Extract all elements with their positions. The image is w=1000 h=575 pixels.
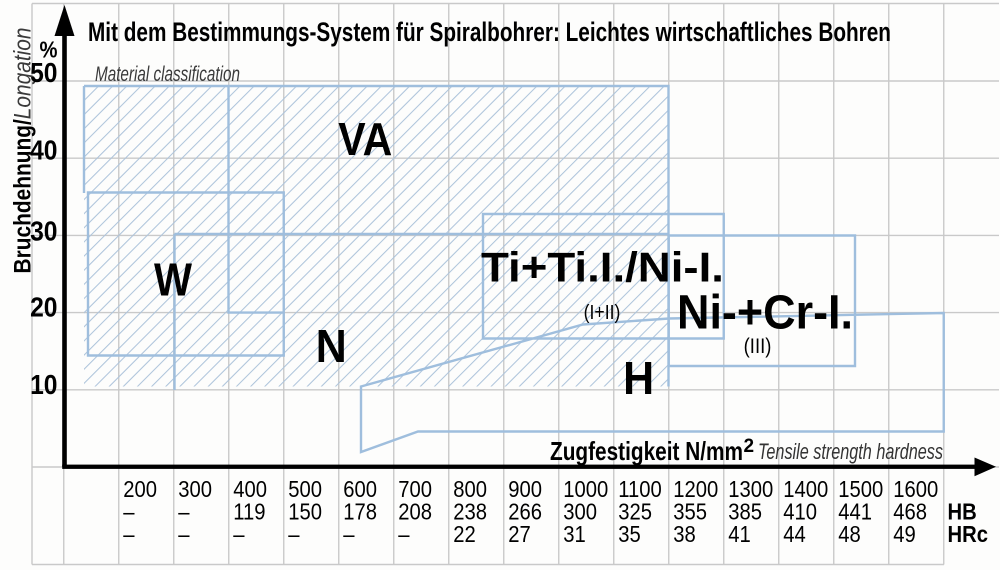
svg-text:500: 500 [288,476,322,503]
svg-text:300: 300 [178,476,212,503]
svg-text:Bruchdehnung/Longation: Bruchdehnung/Longation [10,28,37,274]
svg-text:HB: HB [948,498,977,525]
svg-text:600: 600 [343,476,377,503]
svg-text:700: 700 [398,476,432,503]
svg-text:468: 468 [893,498,927,525]
svg-text:(I+II): (I+II) [584,301,621,323]
svg-text:48: 48 [838,521,861,548]
svg-text:150: 150 [288,498,322,525]
svg-text:1400: 1400 [783,476,828,503]
svg-text:355: 355 [673,498,707,525]
svg-text:325: 325 [618,498,652,525]
svg-text:50: 50 [30,57,57,89]
svg-text:Mit dem Bestimmungs-System für: Mit dem Bestimmungs-System für Spiralboh… [88,17,891,47]
svg-text:W: W [154,254,193,306]
svg-text:(III): (III) [744,335,772,358]
svg-text:Ni-+Cr-I.: Ni-+Cr-I. [677,287,853,340]
svg-text:%: % [40,36,58,63]
svg-text:VA: VA [338,113,392,165]
svg-text:300: 300 [563,498,597,525]
svg-text:441: 441 [838,498,872,525]
svg-text:1000: 1000 [563,476,608,503]
svg-text:–: – [398,521,410,548]
svg-text:30: 30 [30,215,57,247]
svg-text:27: 27 [508,521,531,548]
svg-text:–: – [288,521,300,548]
svg-text:HRc: HRc [948,521,988,548]
svg-text:266: 266 [508,498,542,525]
svg-text:1100: 1100 [618,476,662,503]
svg-text:31: 31 [563,521,586,548]
svg-text:Tensile strength hardness: Tensile strength hardness [758,439,943,464]
svg-text:38: 38 [673,521,696,548]
svg-text:385: 385 [728,498,762,525]
svg-text:200: 200 [123,476,157,503]
svg-text:–: – [123,521,135,548]
svg-text:2: 2 [744,436,755,457]
svg-text:1200: 1200 [673,476,718,503]
svg-text:N: N [316,320,347,372]
svg-text:1300: 1300 [728,476,773,503]
svg-text:44: 44 [783,521,806,548]
svg-text:900: 900 [508,476,542,503]
svg-text:Material classification: Material classification [95,63,240,86]
svg-text:22: 22 [453,521,476,548]
svg-text:119: 119 [233,498,265,525]
svg-text:35: 35 [618,521,641,548]
svg-text:800: 800 [453,476,487,503]
svg-text:208: 208 [398,498,432,525]
svg-text:410: 410 [783,498,817,525]
svg-text:1500: 1500 [838,476,883,503]
svg-text:10: 10 [30,369,57,401]
svg-text:1600: 1600 [893,476,938,503]
svg-text:41: 41 [728,521,751,548]
svg-text:238: 238 [453,498,487,525]
svg-text:–: – [178,521,190,548]
svg-text:40: 40 [30,134,57,166]
svg-text:Ti+Ti.I./Ni-I.: Ti+Ti.I./Ni-I. [481,244,724,291]
svg-text:20: 20 [30,291,57,323]
svg-text:49: 49 [893,521,916,548]
svg-text:H: H [623,352,654,404]
svg-text:Zugfestigkeit N/mm: Zugfestigkeit N/mm [550,436,743,466]
svg-text:–: – [178,498,190,525]
svg-text:–: – [233,521,245,548]
svg-text:–: – [343,521,355,548]
svg-text:178: 178 [343,498,377,525]
svg-text:–: – [123,498,135,525]
svg-text:400: 400 [233,476,267,503]
